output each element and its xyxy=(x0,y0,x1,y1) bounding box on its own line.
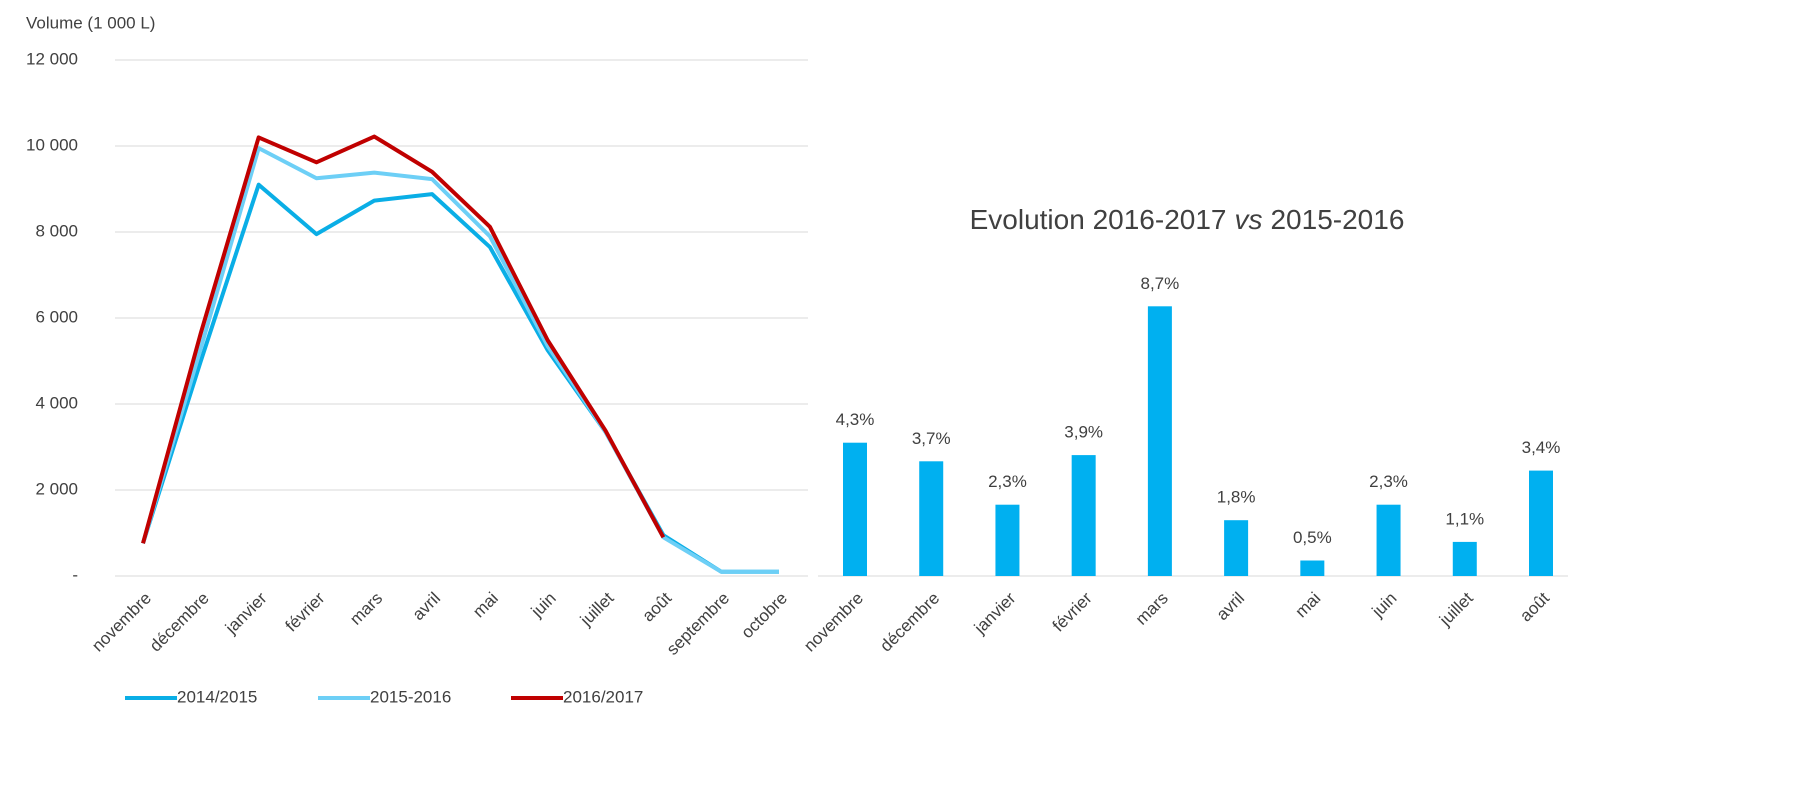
bar xyxy=(843,442,867,576)
legend-label: 2014/2015 xyxy=(177,687,257,706)
value-label: 1,8% xyxy=(1217,488,1256,507)
x-tick-label: mai xyxy=(469,589,502,622)
chart-title: Evolution 2016-2017 vs 2015-2016 xyxy=(970,204,1405,235)
legend-label: 2016/2017 xyxy=(563,687,643,706)
title-part: vs xyxy=(1234,204,1262,235)
bar xyxy=(1529,470,1553,576)
value-label: 3,4% xyxy=(1522,438,1561,457)
x-tick-label: février xyxy=(1049,588,1096,635)
value-label: 3,7% xyxy=(912,429,951,448)
bar xyxy=(1224,520,1249,576)
value-label: 0,5% xyxy=(1293,528,1332,547)
line-series xyxy=(141,134,666,544)
x-tick-label: octobre xyxy=(737,589,791,643)
legend-label: 2015-2016 xyxy=(370,687,451,706)
x-tick-label: juillet xyxy=(576,588,618,630)
value-label: 1,1% xyxy=(1445,509,1484,528)
x-tick-label: avril xyxy=(409,589,444,624)
x-tick-label: décembre xyxy=(876,589,943,656)
value-label: 3,9% xyxy=(1064,423,1103,442)
value-label: 2,3% xyxy=(1369,472,1408,491)
y-tick-label: 6 000 xyxy=(35,307,78,326)
x-tick-label: mars xyxy=(346,589,386,629)
y-tick-label: 12 000 xyxy=(26,49,78,68)
x-tick-label: février xyxy=(282,588,329,635)
x-tick-label: janvier xyxy=(221,588,271,638)
y-tick-label: 8 000 xyxy=(35,221,78,240)
y-tick-label: - xyxy=(72,565,78,584)
value-label: 4,3% xyxy=(836,410,875,429)
bar xyxy=(1071,455,1096,576)
x-tick-label: novembre xyxy=(800,589,867,656)
line-series xyxy=(141,146,779,574)
x-tick-label: août xyxy=(1516,588,1553,625)
bar xyxy=(995,504,1020,576)
x-tick-label: juillet xyxy=(1435,588,1477,630)
bar xyxy=(919,461,944,576)
y-tick-label: 4 000 xyxy=(35,393,78,412)
x-tick-label: décembre xyxy=(146,589,213,656)
bar xyxy=(1300,560,1325,576)
y-tick-label: 10 000 xyxy=(26,135,78,154)
x-tick-label: mai xyxy=(1292,589,1325,622)
value-label: 2,3% xyxy=(988,472,1027,491)
x-tick-label: avril xyxy=(1213,589,1248,624)
bar xyxy=(1452,541,1477,576)
x-tick-label: juin xyxy=(1368,589,1401,622)
x-tick-label: septembre xyxy=(663,589,733,659)
x-tick-label: juin xyxy=(527,589,560,622)
bar xyxy=(1376,504,1401,576)
title-part: 2015-2016 xyxy=(1270,204,1404,235)
bar xyxy=(1147,306,1172,576)
title-part: Evolution 2016-2017 xyxy=(970,204,1227,235)
line-series xyxy=(141,182,779,574)
y-tick-label: 2 000 xyxy=(35,479,78,498)
x-tick-label: mars xyxy=(1132,589,1172,629)
y-axis-label: Volume (1 000 L) xyxy=(26,13,155,32)
x-tick-label: janvier xyxy=(970,588,1020,638)
x-tick-label: août xyxy=(639,588,676,625)
x-tick-label: novembre xyxy=(88,589,155,656)
value-label: 8,7% xyxy=(1141,274,1180,293)
